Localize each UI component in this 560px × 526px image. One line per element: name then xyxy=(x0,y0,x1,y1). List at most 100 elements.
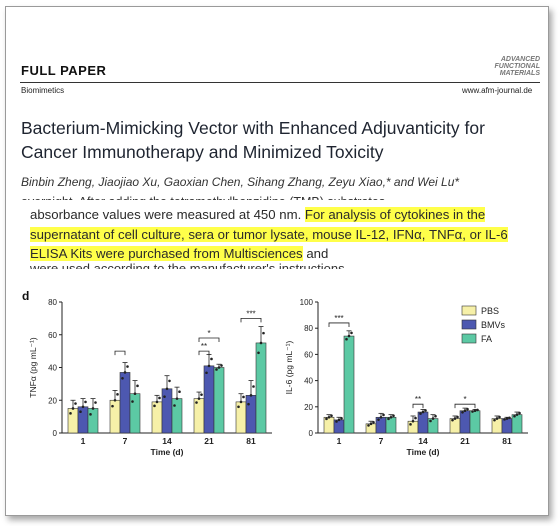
bar-fa xyxy=(469,410,481,434)
significance-label: ** xyxy=(201,342,207,351)
il6-chart: 0 20 40 60 80 100 IL-6 (pg mL⁻¹) Time (d) 1 7 14 21… xyxy=(284,298,528,457)
legend-swatch-pbs xyxy=(461,305,477,316)
sample-point xyxy=(392,414,395,418)
section-label: Biomimetics xyxy=(21,86,65,95)
sample-point xyxy=(89,413,92,416)
significance-label: ** xyxy=(415,395,421,404)
bar-fa xyxy=(129,393,141,434)
sample-point xyxy=(495,417,499,420)
significance-bracket xyxy=(328,322,350,327)
bar-bmvs xyxy=(459,410,471,434)
bar-pbs xyxy=(407,420,419,434)
bar-bmvs xyxy=(501,418,513,434)
sample-point xyxy=(505,417,509,420)
sample-point xyxy=(424,409,427,412)
sample-point xyxy=(409,423,412,426)
sample-point xyxy=(451,418,454,422)
sample-point xyxy=(327,415,331,419)
bar-bmvs xyxy=(77,406,89,434)
significance-bracket xyxy=(240,317,262,323)
bar-bmvs xyxy=(417,411,429,434)
y-tick-label: 80 xyxy=(304,324,313,333)
article-type-label: FULL PAPER xyxy=(21,63,107,78)
sample-point xyxy=(74,402,77,405)
sample-point xyxy=(262,331,265,335)
clipped-text-line: overnight. After adding the tetramethylb… xyxy=(21,192,389,200)
journal-logo-line-2: FUNCTIONAL xyxy=(494,63,541,70)
legend-swatch-bmvs xyxy=(461,319,477,330)
sample-point xyxy=(197,397,201,400)
bar-fa xyxy=(343,335,355,434)
bar-bmvs xyxy=(245,395,257,434)
author-list: Binbin Zheng, Jiaojiao Xu, Gaoxian Chen,… xyxy=(21,175,460,189)
sample-point xyxy=(419,412,422,415)
significance-bracket xyxy=(114,350,126,356)
sample-point xyxy=(429,419,432,423)
sample-point xyxy=(421,410,425,414)
sample-point xyxy=(79,410,82,414)
y-tick-label: 20 xyxy=(48,396,57,405)
article-title: Bacterium-Mimicking Vector with Enhanced… xyxy=(21,118,485,162)
sample-point xyxy=(158,396,161,400)
sample-point xyxy=(247,402,250,406)
sample-point xyxy=(335,420,338,423)
bar-fa xyxy=(87,408,99,434)
sample-point xyxy=(111,404,114,408)
journal-logo: ADVANCED FUNCTIONAL MATERIALS xyxy=(452,56,541,77)
tnfa-chart: 0 20 40 60 80 TNFα (pg mL⁻¹) Time (d) 1 7 14 21 81 *… xyxy=(28,298,272,457)
y-tick-label: 60 xyxy=(48,331,57,340)
sample-point xyxy=(71,407,75,410)
sample-point xyxy=(411,419,415,423)
sample-point xyxy=(175,397,179,400)
x-tick-label: 21 xyxy=(204,436,214,446)
sample-point xyxy=(369,422,373,426)
sample-point xyxy=(377,418,380,421)
x-axis-label: Time (d) xyxy=(407,447,440,457)
sample-point xyxy=(513,414,516,418)
sample-point xyxy=(345,337,348,341)
sample-point xyxy=(220,364,223,367)
sample-point xyxy=(466,407,469,411)
x-tick-label: 81 xyxy=(246,436,256,446)
sample-point xyxy=(217,366,221,369)
sample-point xyxy=(515,413,519,416)
x-tick-label: 1 xyxy=(337,436,342,446)
journal-logo-line-1: ADVANCED xyxy=(500,56,540,63)
sample-point xyxy=(133,392,137,396)
significance-bracket xyxy=(412,403,424,409)
sample-point xyxy=(387,417,390,421)
sample-point xyxy=(340,417,343,420)
sample-point xyxy=(498,415,501,419)
bar-bmvs xyxy=(203,365,215,434)
y-tick-label: 20 xyxy=(304,403,313,412)
significance-label: *** xyxy=(246,309,255,318)
sample-point xyxy=(476,408,479,412)
legend-label-pbs: PBS xyxy=(481,306,499,316)
sample-point xyxy=(237,405,240,409)
sample-point xyxy=(456,415,459,419)
sample-point xyxy=(461,411,464,414)
sample-point xyxy=(493,418,496,422)
sample-point xyxy=(155,400,159,404)
sample-point xyxy=(81,405,85,409)
legend-label-bmvs: BMVs xyxy=(481,320,506,330)
sample-point xyxy=(257,351,260,355)
sample-point xyxy=(453,417,457,420)
sample-point xyxy=(473,409,477,413)
x-tick-label: 21 xyxy=(460,436,470,446)
sample-point xyxy=(91,407,95,410)
sample-point xyxy=(239,400,243,404)
sample-point xyxy=(210,357,213,361)
significance-label: * xyxy=(207,329,210,338)
sample-point xyxy=(153,404,156,408)
bar-pbs xyxy=(109,399,121,434)
significance-label: * xyxy=(463,395,466,404)
bar-fa xyxy=(171,398,183,434)
y-axis-label: IL-6 (pg mL⁻¹) xyxy=(284,341,294,395)
sample-point xyxy=(178,390,181,394)
sample-point xyxy=(518,411,521,415)
sample-point xyxy=(136,384,139,388)
sample-point xyxy=(121,377,124,380)
sample-point xyxy=(113,398,117,402)
